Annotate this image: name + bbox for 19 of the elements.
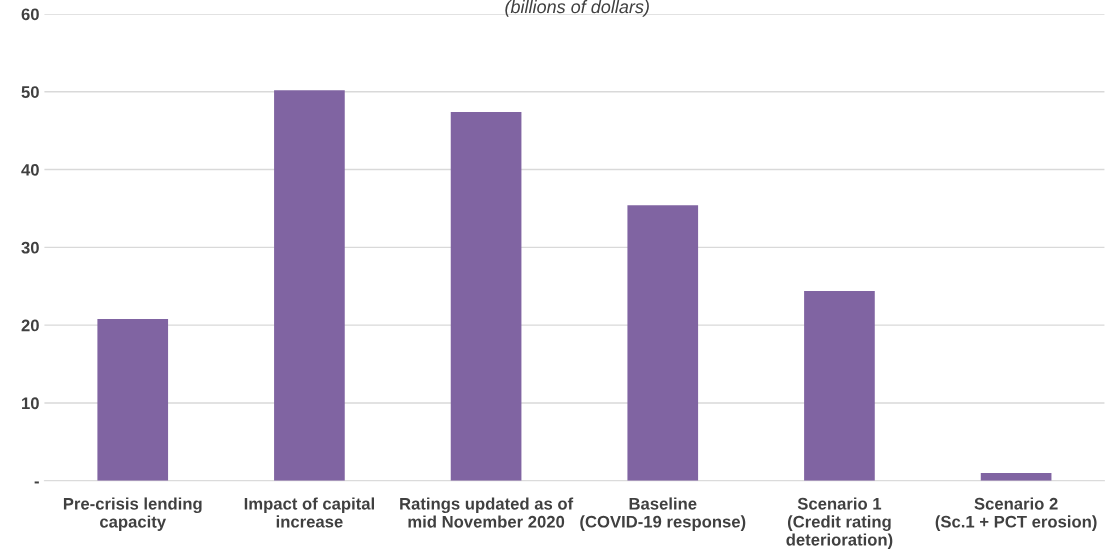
- y-tick-label: 60: [21, 8, 39, 21]
- bar: [450, 112, 522, 481]
- y-tick-label: -: [34, 481, 39, 484]
- bar: [274, 90, 345, 481]
- x-tick-label: Scenario 1 (Credit rating deterioration): [786, 497, 893, 549]
- x-tick-label: Pre-crisis lending capacity: [63, 497, 202, 531]
- x-tick-label: Ratings updated as of mid November 2020: [400, 497, 574, 528]
- y-tick-label: 20: [21, 319, 39, 332]
- y-tick-label: 10: [22, 397, 39, 410]
- x-tick-label: Scenario 2 (Sc.1 + PCT erosion): [935, 497, 1097, 531]
- bar: [627, 205, 699, 481]
- bar: [97, 318, 169, 481]
- x-tick-label: Impact of capital increase: [244, 497, 374, 528]
- y-tick-label: 50: [21, 86, 39, 98]
- y-tick-label: 40: [21, 163, 39, 176]
- x-tick-label: Baseline (COVID-19 response): [580, 497, 746, 531]
- y-tick-label: 30: [21, 241, 39, 254]
- bar: [804, 290, 875, 481]
- chart-subtitle: (billions of dollars): [505, 0, 649, 17]
